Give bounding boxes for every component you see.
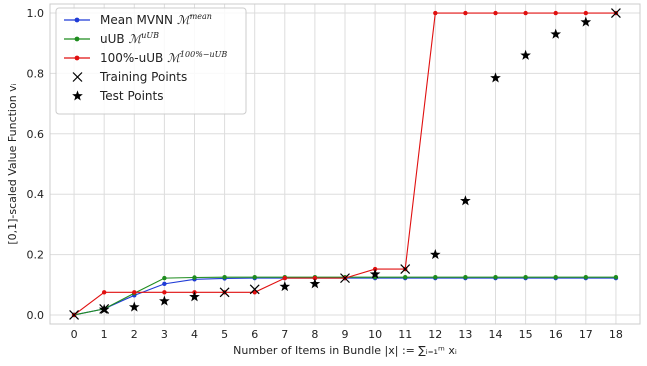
legend-label-test: Test Points [99,89,164,103]
series-point-1 [523,275,528,280]
x-tick-label: 12 [428,328,442,341]
plot-frame [49,3,641,325]
legend-x-stroke [72,72,83,82]
x-tick-label: 13 [458,328,472,341]
series-point-2 [583,10,589,16]
series-point-1 [493,275,498,280]
legend-marker-1 [74,36,80,42]
series-point-1 [553,275,558,280]
series-point-1 [403,275,408,280]
x-tick-label: 8 [311,328,318,341]
x-tick-label: 6 [251,328,258,341]
training-point [99,303,110,314]
x-tick-label: 10 [368,328,382,341]
x-axis-label: Number of Items in Bundle |x| := ∑ᵢ₌₁ᵐ x… [233,344,457,357]
legend-label-1: uUB ℳuUB [100,31,159,46]
training-point-stroke [69,310,80,320]
legend: Mean MVNN ℳmean uUB ℳuUB 100%-uUB ℳ100%−uU… [55,7,247,115]
x-tick-label: 9 [342,328,349,341]
test-point [550,28,562,39]
series-point-2 [433,10,438,16]
x-tick-label: 14 [489,328,503,341]
training-point-stroke [249,284,260,295]
tick-labels: 0 1 2 3 4 5 6 7 8 9 10 11 12 13 14 15 16 17 180.00.20.40.6… [27,7,623,341]
x-tick-label: 18 [609,328,623,341]
test-point [490,72,501,83]
x-tick-label: 4 [191,328,198,341]
test-point [128,301,140,312]
y-tick-label: 0.2 [27,249,45,262]
series-point-2 [101,290,107,295]
legend-marker-test [72,90,83,101]
legend-label-0: Mean MVNN ℳmean [100,12,212,27]
x-tick-label: 11 [398,328,412,341]
scatter-points [69,8,621,320]
x-tick-label: 5 [221,328,228,341]
x-tick-label: 1 [101,328,108,341]
training-point [219,287,230,298]
x-tick-label: 17 [579,328,593,341]
y-tick-label: 1.0 [27,7,45,20]
test-point [279,280,291,292]
x-tick-label: 3 [161,328,168,341]
training-point-stroke [340,273,350,284]
y-axis-label: [0,1]-scaled Value Function vᵢ [6,83,19,244]
x-tick-label: 2 [131,328,138,341]
x-tick-label: 0 [71,328,78,341]
series-point-2 [553,10,558,16]
training-point-stroke [400,264,411,274]
series-point-1 [463,275,468,280]
series-point-1 [252,275,257,280]
series-point-1 [613,275,619,280]
series-point-0 [162,281,167,287]
training-point [340,273,350,284]
y-tick-label: 0.4 [27,188,45,201]
series-point-1 [583,275,589,280]
test-point [429,248,441,260]
test-point [309,278,321,289]
series-point-2 [312,275,318,281]
series-point-1 [433,275,438,280]
test-point [159,295,170,306]
test-point [520,49,531,60]
test-point [460,195,471,206]
training-point-stroke [99,303,110,314]
y-tick-label: 0.8 [27,67,45,80]
series-point-2 [132,290,137,295]
training-point [69,310,80,320]
legend-label-2: 100%-uUB ℳ100%−uUB [100,50,227,65]
series-point-2 [523,10,528,16]
test-point [189,291,200,302]
test-point [580,16,592,27]
legend-label-training: Training Points [99,70,187,84]
x-tick-label: 15 [519,328,533,341]
training-point [400,264,411,274]
y-tick-label: 0.6 [27,128,45,141]
training-point [610,8,621,18]
legend-box [55,7,247,115]
training-point-stroke [219,287,230,298]
x-tick-label: 7 [281,328,288,341]
series-point-2 [463,10,468,16]
series-point-1 [162,275,167,281]
legend-marker-training [72,72,83,82]
legend-marker-2 [74,55,80,61]
series-point-2 [282,275,287,281]
series-point-1 [222,275,227,280]
legend-marker-0 [74,17,80,23]
x-tick-label: 16 [549,328,563,341]
training-point [249,284,260,295]
test-point [369,268,381,279]
training-point-stroke [610,8,621,18]
series-point-2 [493,10,498,16]
y-tick-label: 0.0 [27,309,45,322]
series-point-2 [162,290,167,295]
series-point-1 [192,275,197,280]
